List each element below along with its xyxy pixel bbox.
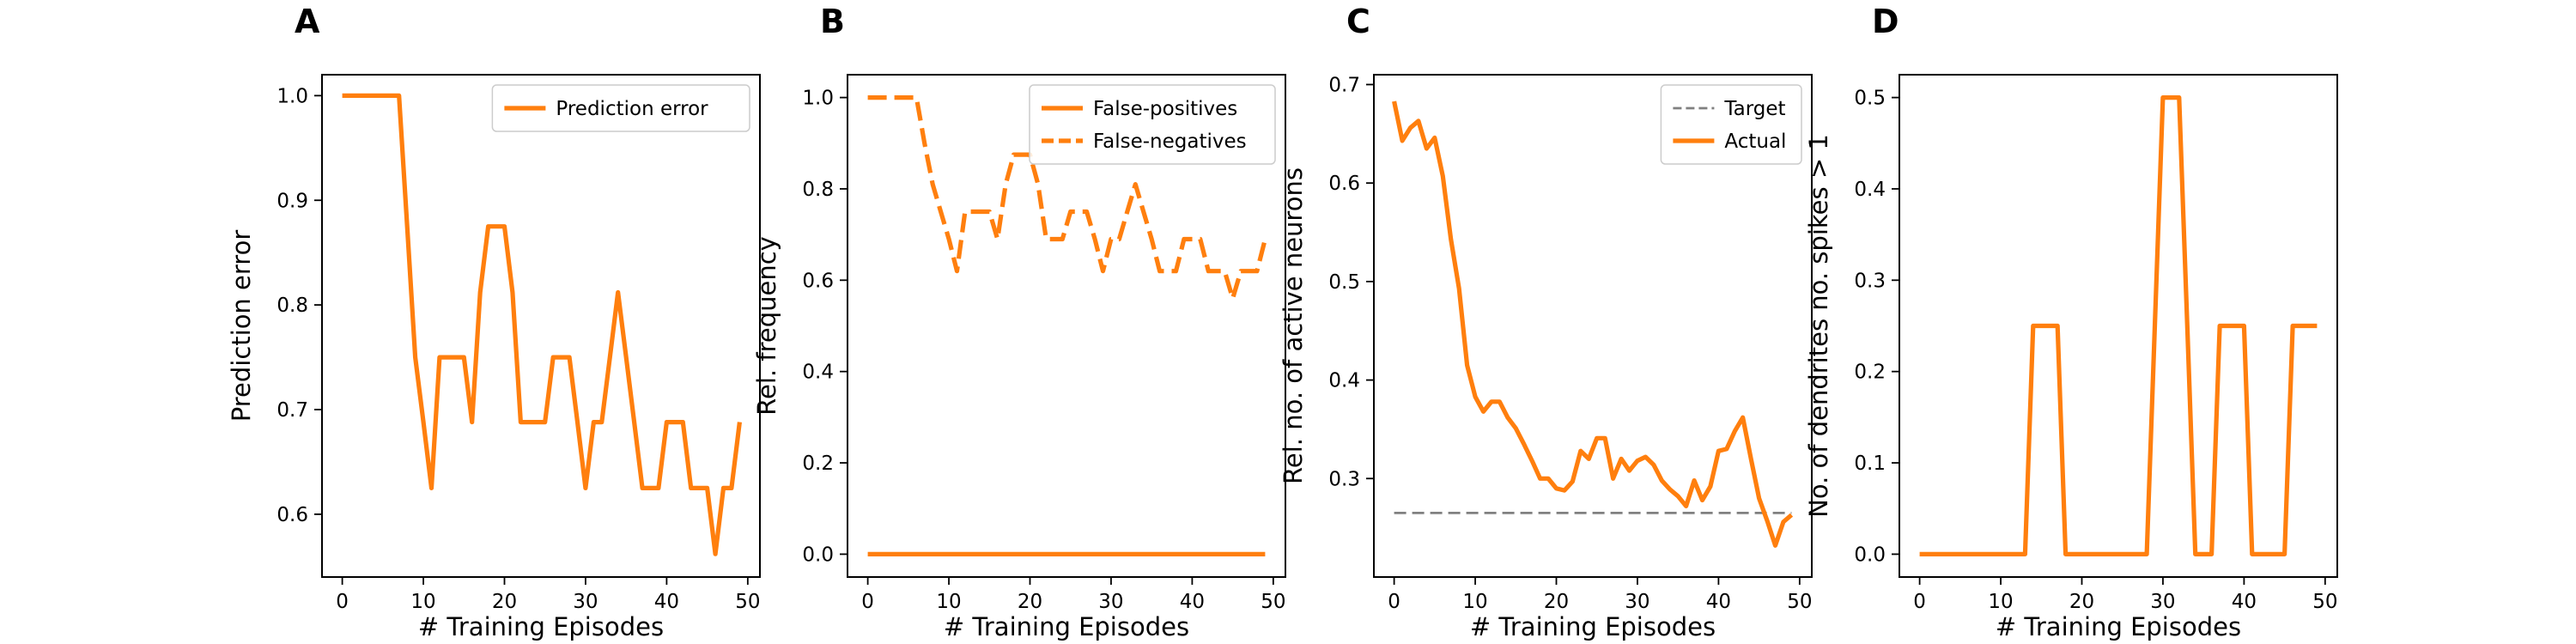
legend-label: Target [1723,98,1785,120]
legend: Prediction error [491,84,750,132]
x-tick-label: 20 [2069,591,2094,613]
plot-frame [847,74,1286,578]
panel-letter: C [1346,3,1370,40]
x-tick-label: 10 [1988,591,2013,613]
y-tick-label: 0.4 [1328,370,1360,392]
x-tick-label: 30 [1625,591,1649,613]
x-tick-label: 0 [1913,591,1926,613]
x-tick-label: 50 [735,591,760,613]
y-tick-label: 0.1 [1854,453,1886,475]
x-tick-label: 40 [1706,591,1731,613]
y-tick-label: 0.6 [1328,173,1360,195]
x-tick-label: 40 [1180,591,1205,613]
y-tick-label: 0.7 [276,399,308,422]
x-tick-label: 20 [492,591,517,613]
series-line [867,95,1267,301]
panel-letter: D [1872,3,1899,40]
legend-label: Actual [1724,131,1786,153]
legend: Target Actual [1660,84,1802,165]
plot-frame [321,74,761,578]
y-tick-label: 0.3 [1328,468,1360,490]
x-tick-label: 10 [410,591,435,613]
panel-B: B 0 10 20 30 40 50 0.0 0.2 0.4 0.6 0.8 1.0 # Training… [752,3,1286,641]
x-tick-label: 0 [1388,591,1400,613]
x-tick-label: 10 [936,591,961,613]
y-tick-label: 0.4 [1854,179,1886,201]
x-tick-label: 10 [1462,591,1487,613]
x-tick-label: 30 [2150,591,2175,613]
y-tick-label: 0.2 [802,453,834,475]
x-tick-label: 40 [654,591,679,613]
y-tick-label: 0.3 [1854,270,1886,292]
y-tick-label: 0.4 [802,361,834,384]
y-tick-label: 0.9 [276,190,308,212]
legend-label: False-negatives [1093,131,1247,153]
series-line [1392,100,1794,548]
panel-letter: B [820,3,845,40]
plot-frame [1373,74,1813,578]
y-tick-label: 1.0 [802,88,834,110]
x-tick-label: 30 [1098,591,1123,613]
x-axis-label: # Training Episodes [418,612,664,641]
plot-frame [1899,74,2338,578]
x-axis-label: # Training Episodes [1996,612,2241,641]
x-tick-label: 20 [1544,591,1569,613]
y-tick-label: 0.8 [802,179,834,201]
legend-box [1660,84,1802,165]
y-tick-label: 0.0 [1854,544,1886,566]
y-axis-label: Prediction error [227,230,256,422]
y-tick-label: 0.5 [1328,271,1360,294]
legend-box [1029,84,1276,165]
panel-D: D 0 10 20 30 40 50 0.0 0.1 0.2 0.3 0.4 0.5 # Training… [1804,3,2338,641]
legend-label: False-positives [1093,98,1237,120]
x-tick-label: 50 [1261,591,1285,613]
series-line [342,93,742,556]
x-tick-label: 20 [1018,591,1042,613]
y-tick-label: 1.0 [276,85,308,107]
panel-A: A 0 10 20 30 40 50 0.6 0.7 0.8 0.9 1.0 # Training Ep… [227,3,761,641]
y-tick-label: 0.6 [802,270,834,292]
y-tick-label: 0.5 [1854,88,1886,110]
x-tick-label: 30 [573,591,598,613]
x-tick-label: 50 [2312,591,2337,613]
y-axis-label: Rel. no. of active neurons [1279,167,1308,484]
series-line [1919,95,2318,556]
panel-C: C 0 10 20 30 40 50 0.3 0.4 0.5 0.6 0.7 # Training Ep… [1279,3,1813,641]
legend-label: Prediction error [556,98,708,120]
x-tick-label: 40 [2232,591,2257,613]
y-tick-label: 0.8 [276,295,308,317]
x-tick-label: 0 [336,591,349,613]
panel-letter: A [295,3,320,40]
x-tick-label: 50 [1787,591,1812,613]
y-axis-label: No. of dendrites no. spikes > 1 [1804,134,1833,518]
legend: False-positives False-negatives [1029,84,1276,165]
y-tick-label: 0.2 [1854,361,1886,384]
x-axis-label: # Training Episodes [1470,612,1716,641]
x-axis-label: # Training Episodes [944,612,1189,641]
y-tick-label: 0.0 [802,544,834,566]
y-axis-label: Rel. frequency [752,236,781,416]
y-tick-label: 0.6 [276,504,308,526]
x-tick-label: 0 [861,591,874,613]
legend-box [491,84,750,132]
y-tick-label: 0.7 [1328,74,1360,96]
